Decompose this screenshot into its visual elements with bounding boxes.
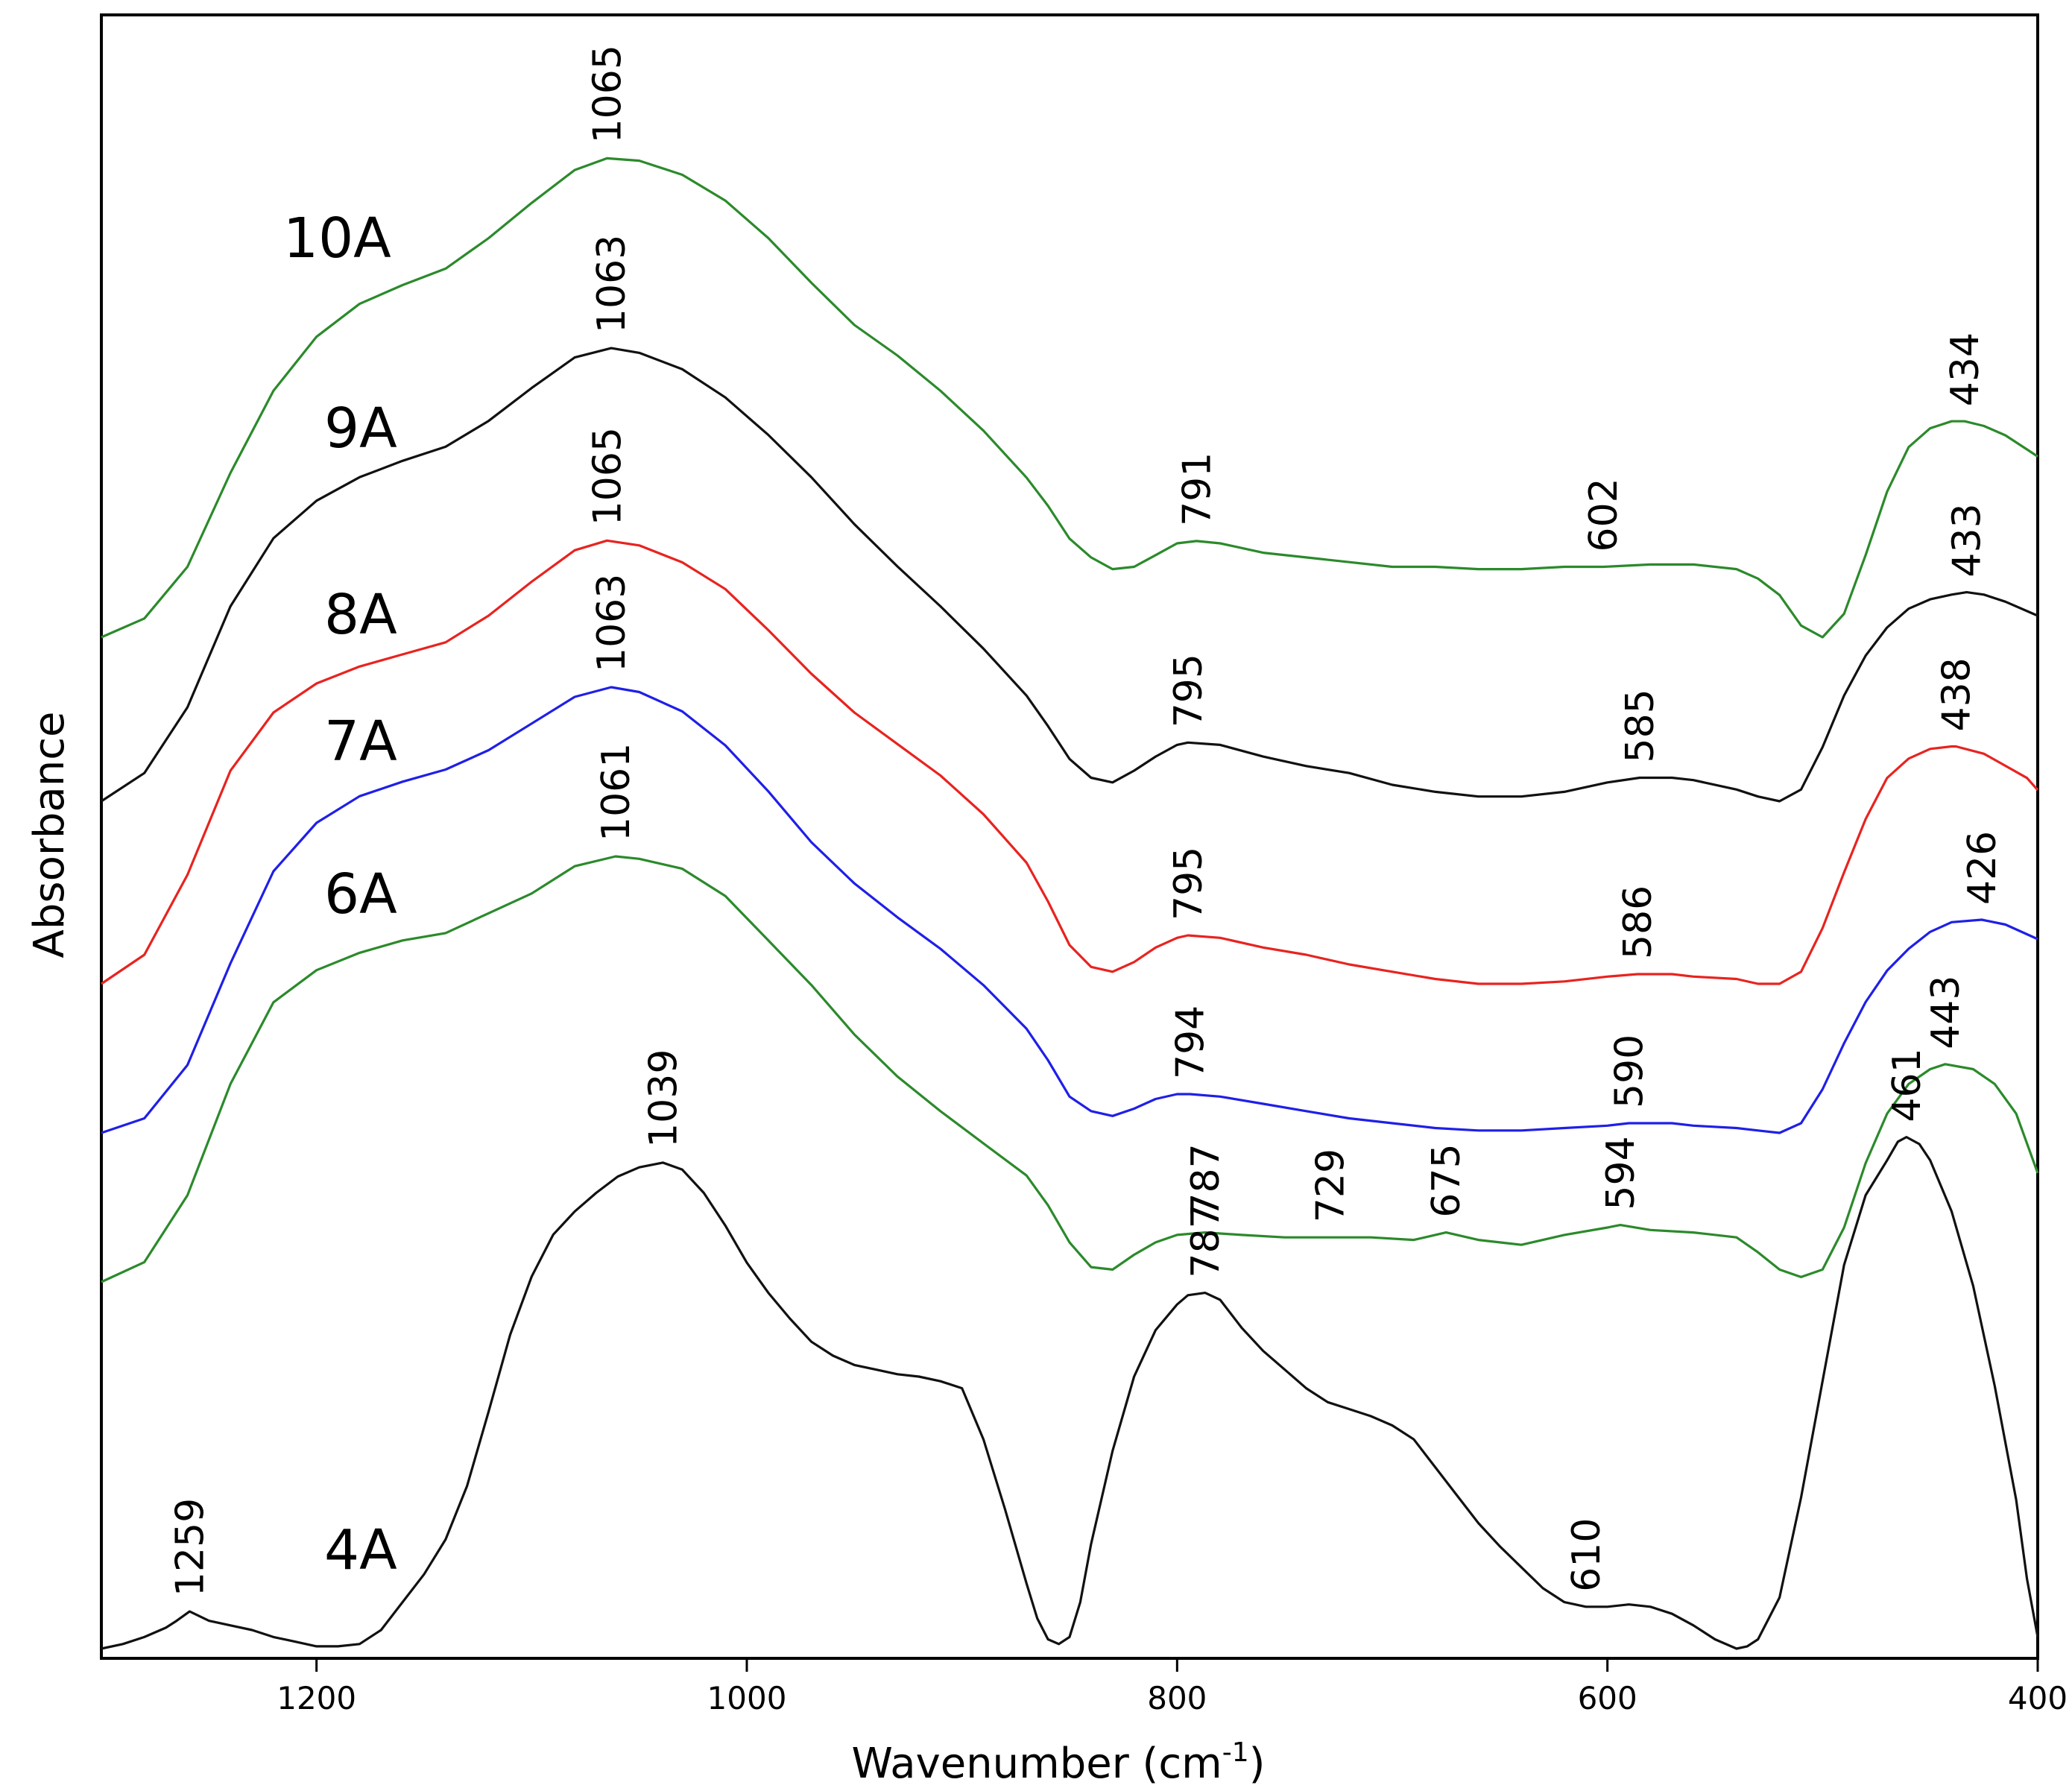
peak-label-10A-791: 791	[1175, 452, 1219, 526]
series-line-10A	[101, 157, 2038, 639]
x-tick-label: 800	[1147, 1680, 1207, 1716]
series-label-10A: 10A	[283, 206, 391, 271]
peak-label-4A-610: 610	[1564, 1518, 1609, 1592]
x-axis-title: Wavenumber (cm-1)	[851, 1737, 1265, 1788]
series-line-8A	[101, 539, 2039, 985]
peak-label-8A-586: 586	[1616, 885, 1661, 959]
x-tick-label: 400	[2008, 1680, 2068, 1716]
peak-labels: 1065 791 602 434 1063 795 585 433 1065 795 586 438 1…	[168, 45, 2005, 1596]
peak-label-6A-1061: 1061	[594, 743, 639, 841]
peak-label-4A-1259: 1259	[168, 1498, 212, 1596]
peak-label-8A-1065: 1065	[585, 427, 630, 525]
series-label-4A: 4A	[324, 1518, 397, 1582]
peak-label-7A-794: 794	[1169, 1005, 1213, 1079]
peak-label-8A-438: 438	[1934, 657, 1979, 731]
series-label-9A: 9A	[324, 397, 397, 461]
peak-label-10A-434: 434	[1943, 332, 1988, 406]
series-line-7A	[101, 686, 2038, 1134]
peak-label-9A-585: 585	[1618, 689, 1663, 762]
peak-label-9A-1063: 1063	[590, 235, 634, 333]
peak-label-8A-795: 795	[1166, 847, 1211, 920]
peak-label-9A-433: 433	[1945, 503, 1990, 577]
peak-label-10A-602: 602	[1582, 478, 1626, 552]
peak-label-6A-729: 729	[1308, 1149, 1353, 1222]
series-line-6A	[101, 855, 2039, 1283]
peak-label-4A-1039: 1039	[641, 1049, 686, 1148]
series-layer	[101, 157, 2039, 1650]
x-tick-label: 1000	[707, 1680, 787, 1716]
series-labels: 10A 9A 8A 7A 6A 4A	[283, 206, 397, 1582]
x-tick-label: 1200	[277, 1680, 356, 1716]
series-label-6A: 6A	[324, 862, 397, 926]
x-tick-label: 600	[1578, 1680, 1637, 1716]
peak-label-4A-787: 787	[1184, 1204, 1228, 1277]
peak-label-6A-594: 594	[1599, 1136, 1643, 1210]
series-line-9A	[101, 347, 2038, 803]
series-line-4A	[101, 1136, 2039, 1650]
peak-label-7A-1063: 1063	[590, 574, 634, 672]
peak-label-10A-1065: 1065	[585, 45, 630, 143]
peak-label-6A-443: 443	[1924, 976, 1968, 1049]
y-axis-title: Absorbance	[25, 712, 74, 958]
peak-label-7A-590: 590	[1608, 1035, 1652, 1108]
peak-label-7A-426: 426	[1960, 831, 2005, 905]
peak-label-9A-795: 795	[1166, 654, 1211, 727]
plot-frame	[100, 13, 2039, 1660]
peak-label-6A-675: 675	[1424, 1143, 1469, 1217]
peak-label-4A-461: 461	[1885, 1048, 1930, 1122]
series-label-7A: 7A	[324, 710, 397, 774]
peak-label-6A-787: 787	[1184, 1143, 1228, 1217]
series-label-8A: 8A	[324, 583, 397, 647]
x-ticks: 1200 1000 800 600 400	[277, 1658, 2068, 1716]
